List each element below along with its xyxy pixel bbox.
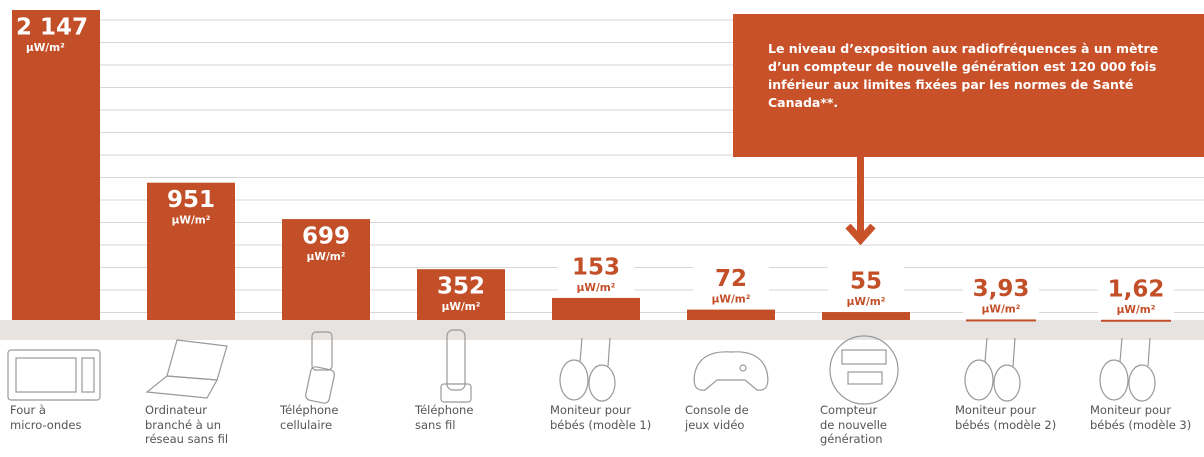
icons: [8, 330, 1155, 404]
icon: [830, 336, 898, 404]
icon-part: [842, 350, 886, 364]
icon-part: [589, 365, 615, 401]
icon-part: [740, 365, 746, 371]
icon-part: [16, 358, 76, 392]
icon-part: [1129, 365, 1155, 401]
category-label: Téléphone sans fil: [415, 403, 473, 432]
bar: [687, 310, 775, 320]
unit-label: µW/m²: [1117, 304, 1156, 316]
unit-label: µW/m²: [307, 251, 346, 263]
icon-part: [848, 372, 882, 384]
icon-part: [1148, 338, 1150, 366]
unit-label: µW/m²: [712, 294, 751, 306]
bar: [822, 312, 910, 320]
icon: [694, 352, 768, 390]
value-label: 55: [850, 269, 882, 295]
value-label: 951: [167, 187, 215, 213]
unit-label: µW/m²: [982, 303, 1021, 315]
icon-part: [147, 376, 217, 398]
icon-part: [994, 365, 1020, 401]
icon-part: [560, 360, 588, 400]
category-label: Console de jeux vidéo: [685, 403, 749, 432]
icon-part: [830, 336, 898, 404]
infographic: 2 147µW/m²951µW/m²699µW/m²352µW/m²153µW/…: [0, 0, 1204, 457]
icon-part: [305, 366, 336, 404]
icon: [147, 340, 227, 398]
value-label: 3,93: [973, 276, 1030, 302]
unit-label: µW/m²: [26, 42, 65, 54]
icon-part: [167, 340, 227, 380]
icon-part: [694, 352, 768, 390]
unit-label: µW/m²: [577, 282, 616, 294]
value-label: 699: [302, 224, 350, 250]
icon-part: [1013, 338, 1015, 366]
icon: [441, 330, 471, 402]
icon-part: [985, 338, 987, 362]
icon: [1100, 338, 1155, 401]
icon: [560, 338, 615, 401]
icon: [965, 338, 1020, 401]
icon-part: [580, 338, 582, 362]
unit-label: µW/m²: [847, 296, 886, 308]
icon-part: [82, 358, 94, 392]
bar: [12, 10, 100, 320]
bar: [966, 319, 1036, 321]
category-label: Ordinateur branché à un réseau sans fil: [145, 403, 228, 447]
icon-part: [608, 338, 610, 366]
value-label: 1,62: [1108, 276, 1165, 302]
value-label: 2 147: [16, 15, 88, 41]
category-label: Moniteur pour bébés (modèle 1): [550, 403, 651, 432]
annotation: Le niveau d’exposition aux radiofréquenc…: [733, 14, 1204, 157]
category-label: Moniteur pour bébés (modèle 3): [1090, 403, 1191, 432]
arrow: [848, 155, 873, 240]
value-label: 352: [437, 274, 485, 300]
unit-label: µW/m²: [172, 215, 211, 227]
icon: [8, 350, 100, 400]
baseline-band: [0, 320, 1204, 340]
bar: [1101, 320, 1171, 322]
icon-part: [1100, 360, 1128, 400]
unit-label: µW/m²: [442, 301, 481, 313]
category-label: Téléphone cellulaire: [280, 403, 338, 432]
category-label: Moniteur pour bébés (modèle 2): [955, 403, 1056, 432]
icon-part: [441, 384, 471, 402]
icon-part: [1120, 338, 1122, 362]
bar: [552, 298, 640, 320]
value-label: 72: [715, 266, 747, 292]
icon-part: [965, 360, 993, 400]
icon: [305, 332, 336, 404]
value-label: 153: [572, 254, 620, 280]
category-label: Four à micro-ondes: [10, 403, 82, 432]
category-label: Compteur de nouvelle génération: [820, 403, 887, 447]
